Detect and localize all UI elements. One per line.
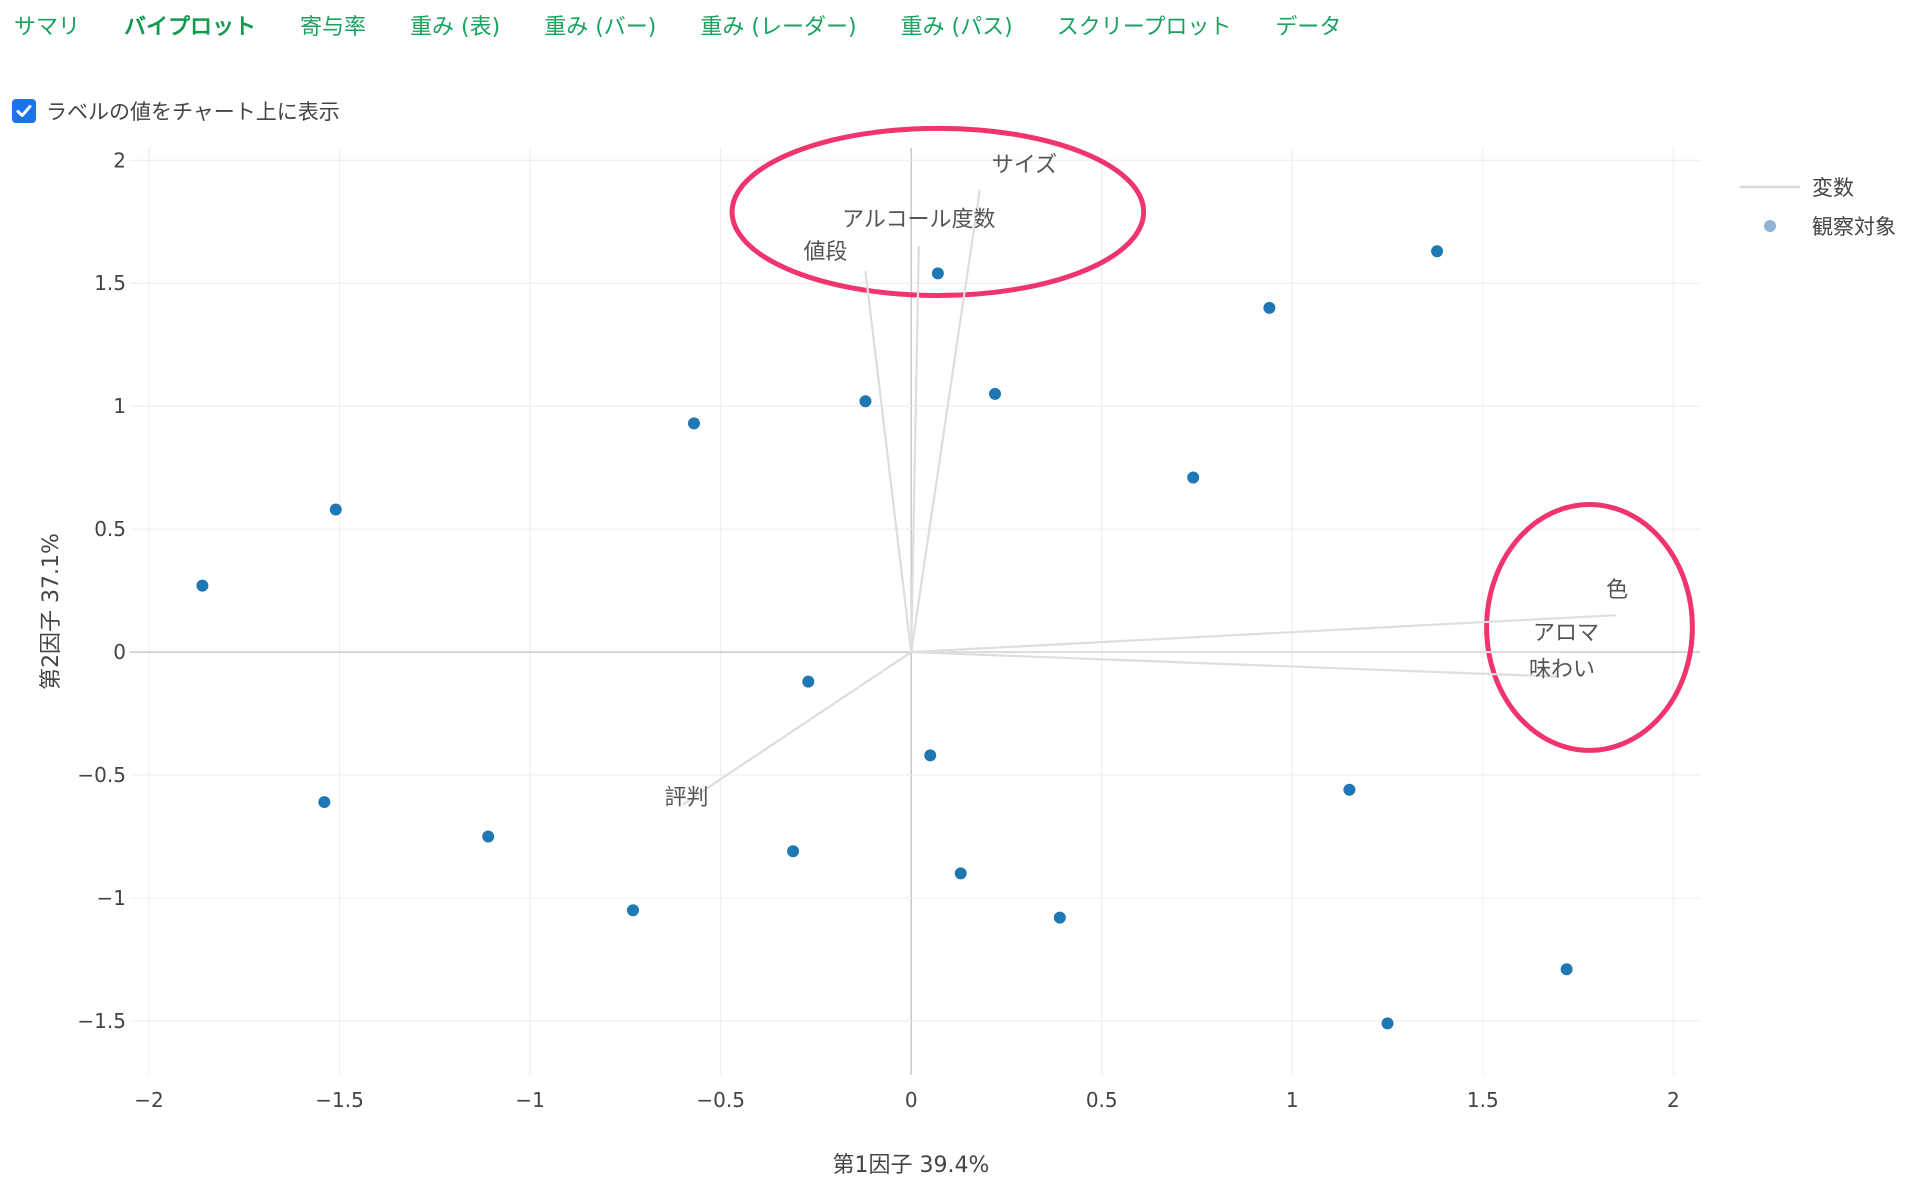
observation-point[interactable]: [924, 749, 937, 762]
tab-8[interactable]: データ: [1275, 15, 1342, 40]
tab-6[interactable]: 重み (パス): [900, 15, 1013, 40]
observation-point[interactable]: [787, 845, 800, 858]
vector-line: [864, 270, 913, 653]
observation-point[interactable]: [329, 503, 342, 516]
y-tick-label: 2: [113, 148, 126, 172]
vector-label: アロマ: [1533, 621, 1599, 646]
legend-marker-swatch: [1764, 220, 1776, 232]
vector-line: [911, 614, 1617, 654]
tab-7[interactable]: スクリープロット: [1056, 15, 1232, 40]
observation-point[interactable]: [1343, 783, 1356, 796]
observation-point[interactable]: [627, 904, 640, 917]
tab-3[interactable]: 重み (表): [410, 15, 501, 40]
vector-label: 味わい: [1529, 658, 1595, 683]
legend-label[interactable]: 観察対象: [1812, 215, 1896, 239]
vector-label: 評判: [665, 786, 709, 811]
tab-0[interactable]: サマリ: [14, 15, 81, 40]
y-tick-label: −1.5: [77, 1009, 126, 1033]
x-tick-label: 2: [1667, 1088, 1680, 1112]
y-tick-label: 0.5: [94, 517, 126, 541]
show-labels-label: ラベルの値をチャート上に表示: [46, 100, 340, 124]
legend-label[interactable]: 変数: [1812, 176, 1854, 200]
x-tick-label: 0: [905, 1088, 918, 1112]
observation-point[interactable]: [1053, 911, 1066, 924]
vector-label: サイズ: [992, 153, 1057, 178]
y-tick-label: 1: [113, 394, 126, 418]
x-axis-title: 第1因子 39.4%: [833, 1153, 990, 1178]
x-tick-label: −0.5: [696, 1088, 745, 1112]
axis-ticks: −2 −1.5 −1 −0.5 0 0.5 1 1.5 2 −1.5 −1 −0.5 0 0.5 1 1.5 2: [77, 148, 1679, 1112]
x-tick-label: 1: [1286, 1088, 1299, 1112]
observation-point[interactable]: [318, 796, 331, 809]
grid-lines: [130, 148, 1700, 1075]
vector-line: [911, 650, 1560, 678]
vector-label: アルコール度数: [842, 207, 995, 232]
highlight-ellipse: [729, 125, 1147, 299]
observation-point[interactable]: [931, 267, 944, 280]
observation-point[interactable]: [989, 387, 1002, 400]
y-tick-label: −0.5: [77, 763, 126, 787]
observation-point[interactable]: [482, 830, 495, 843]
x-tick-label: 0.5: [1086, 1088, 1118, 1112]
tab-5[interactable]: 重み (レーダー): [700, 15, 857, 40]
observation-point[interactable]: [196, 579, 209, 592]
observation-point[interactable]: [802, 675, 815, 688]
observation-point[interactable]: [687, 417, 700, 430]
vector-line: [910, 246, 920, 653]
observation-points: [196, 245, 1573, 1030]
checkmark-icon: [16, 105, 32, 117]
x-tick-label: −1.5: [315, 1088, 364, 1112]
x-tick-label: 1.5: [1467, 1088, 1499, 1112]
vector-label: 色: [1606, 578, 1628, 603]
y-tick-label: 1.5: [94, 271, 126, 295]
y-tick-label: −1: [97, 886, 126, 910]
tab-bar: サマリ バイプロット 寄与率 重み (表) 重み (バー) 重み (レーダー) 重み (パス…: [0, 0, 1916, 50]
observation-point[interactable]: [954, 867, 967, 880]
vector-line: [910, 189, 981, 653]
observation-point[interactable]: [1187, 471, 1200, 484]
show-labels-checkbox[interactable]: [12, 99, 36, 123]
observation-point[interactable]: [859, 395, 872, 408]
vector-line: [681, 651, 912, 806]
tab-1[interactable]: バイプロット: [124, 15, 257, 40]
tab-4[interactable]: 重み (バー): [544, 15, 657, 40]
observation-point[interactable]: [1381, 1017, 1394, 1030]
x-tick-label: −2: [134, 1088, 163, 1112]
observation-point[interactable]: [1560, 963, 1573, 976]
tab-2[interactable]: 寄与率: [300, 15, 367, 40]
y-axis-title: 第2因子 37.1%: [39, 533, 64, 690]
y-tick-label: 0: [113, 640, 126, 664]
observation-point[interactable]: [1263, 301, 1276, 314]
show-labels-option[interactable]: ラベルの値をチャート上に表示: [12, 96, 340, 126]
annotation-layer: [729, 125, 1695, 753]
x-tick-label: −1: [515, 1088, 544, 1112]
observation-point[interactable]: [1431, 245, 1444, 258]
vector-label: 値段: [803, 240, 847, 265]
highlight-ellipse: [1484, 502, 1695, 753]
